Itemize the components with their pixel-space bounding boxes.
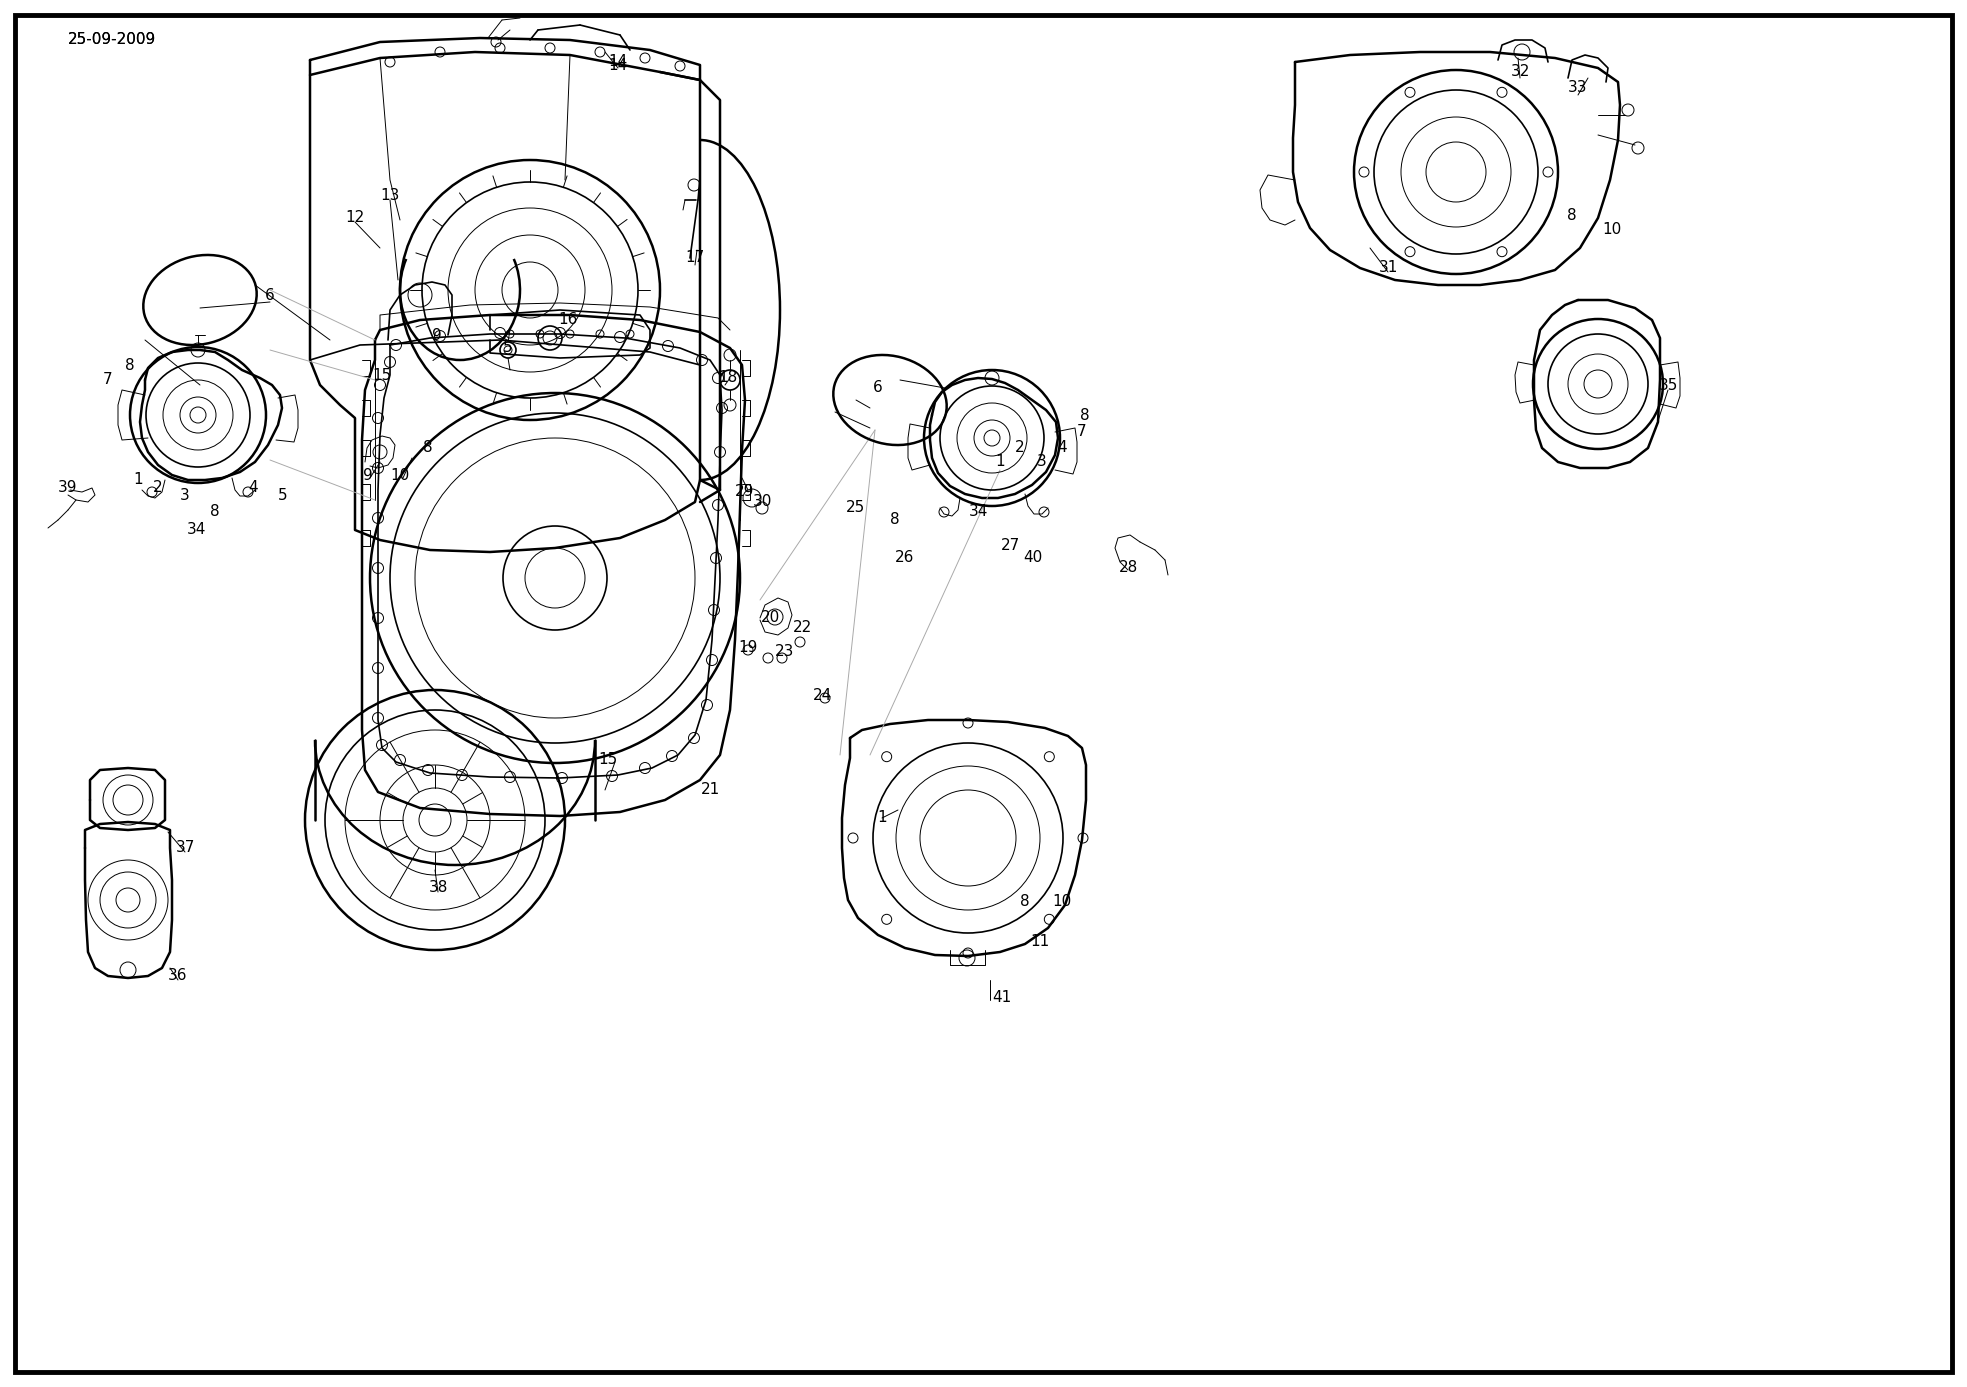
Text: 12: 12 xyxy=(346,211,364,226)
Text: 26: 26 xyxy=(895,551,915,566)
Text: 1: 1 xyxy=(134,473,144,487)
Text: 7: 7 xyxy=(1078,424,1088,440)
Text: 3: 3 xyxy=(1037,455,1046,470)
Text: 8: 8 xyxy=(1568,208,1578,222)
Text: 14: 14 xyxy=(608,57,627,72)
Text: 2: 2 xyxy=(153,480,163,495)
Text: 22: 22 xyxy=(793,620,812,635)
Text: 8: 8 xyxy=(1021,895,1031,910)
Text: 21: 21 xyxy=(700,782,720,798)
Text: 27: 27 xyxy=(1001,538,1019,552)
Text: 4: 4 xyxy=(248,480,258,495)
Text: 15: 15 xyxy=(598,753,618,767)
Text: 8: 8 xyxy=(126,358,136,373)
Text: 10: 10 xyxy=(1603,222,1621,237)
Text: 6: 6 xyxy=(266,287,275,302)
Text: 40: 40 xyxy=(1023,551,1043,566)
Text: 7: 7 xyxy=(102,373,112,387)
Text: 32: 32 xyxy=(1511,65,1530,79)
Text: 5: 5 xyxy=(504,340,513,355)
Text: 34: 34 xyxy=(968,505,987,520)
Text: 20: 20 xyxy=(761,610,779,626)
Text: 36: 36 xyxy=(169,968,187,982)
Text: 18: 18 xyxy=(718,370,738,386)
Text: 8: 8 xyxy=(1080,408,1090,423)
Text: 24: 24 xyxy=(812,688,832,702)
Text: 41: 41 xyxy=(993,990,1011,1006)
Text: 5: 5 xyxy=(277,488,287,503)
Text: 37: 37 xyxy=(175,841,195,856)
Text: 1: 1 xyxy=(995,455,1005,470)
Text: 16: 16 xyxy=(559,312,578,327)
Text: 8: 8 xyxy=(210,505,220,520)
Text: 10: 10 xyxy=(1052,895,1072,910)
Text: 31: 31 xyxy=(1379,261,1399,276)
Text: 8: 8 xyxy=(891,513,899,527)
Text: 28: 28 xyxy=(1119,560,1137,576)
Text: 14: 14 xyxy=(608,54,627,69)
Text: 3: 3 xyxy=(181,487,191,502)
Text: 10: 10 xyxy=(389,467,409,483)
Text: 33: 33 xyxy=(1568,80,1587,96)
Text: 39: 39 xyxy=(59,480,79,495)
Text: 29: 29 xyxy=(736,484,755,499)
Text: 25: 25 xyxy=(846,501,865,516)
Text: 9: 9 xyxy=(364,467,374,483)
Text: 9: 9 xyxy=(433,327,443,343)
Text: 2: 2 xyxy=(1015,441,1025,455)
Text: 15: 15 xyxy=(372,368,391,383)
Text: 13: 13 xyxy=(380,187,399,203)
Text: 30: 30 xyxy=(751,495,771,509)
Text: 6: 6 xyxy=(873,380,883,395)
Text: 25-09-2009: 25-09-2009 xyxy=(69,32,155,47)
Text: 34: 34 xyxy=(187,523,207,538)
Text: 19: 19 xyxy=(738,641,757,656)
Text: 4: 4 xyxy=(1056,441,1066,455)
Text: 23: 23 xyxy=(775,645,795,659)
Text: 17: 17 xyxy=(685,251,704,265)
Text: 35: 35 xyxy=(1658,377,1678,393)
Text: 11: 11 xyxy=(1031,935,1050,950)
Text: 38: 38 xyxy=(429,881,448,896)
Text: 8: 8 xyxy=(423,441,433,455)
Text: 25-09-2009: 25-09-2009 xyxy=(69,32,155,47)
Text: 1: 1 xyxy=(877,810,887,825)
